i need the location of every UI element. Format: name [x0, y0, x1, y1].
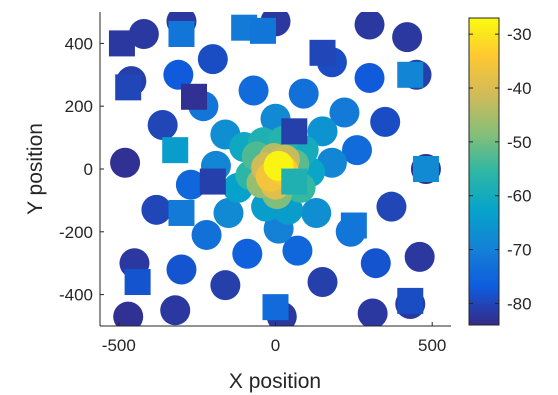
colorbar-gradient [468, 17, 500, 326]
colorbar: -30 -40 -50 -60 -70 -80 [468, 17, 532, 326]
y-tick-label: 400 [65, 34, 93, 53]
scatter-point [128, 18, 159, 49]
scatter-point [329, 97, 360, 128]
scatter-square-point [309, 39, 336, 66]
scatter-point [166, 254, 197, 285]
scatter-point [288, 78, 319, 109]
scatter-square-point [108, 30, 135, 57]
scatter-point [307, 116, 338, 147]
colorbar-tick-label: -60 [507, 187, 532, 206]
scatter-square-point [412, 156, 439, 182]
scatter-point [213, 197, 244, 228]
x-tick-label: 500 [418, 336, 446, 355]
scatter-point [301, 197, 332, 228]
scatter-square-point [249, 17, 276, 44]
scatter-point [232, 238, 263, 269]
y-tick-label: -200 [59, 223, 93, 242]
scatter-point [147, 110, 178, 141]
scatter-square-point [168, 20, 195, 47]
scatter-point [370, 106, 401, 137]
colorbar-tick-label: -70 [507, 241, 532, 260]
scatter-square-point [168, 199, 195, 226]
scatter-point [341, 135, 372, 166]
x-tick-label: 0 [271, 336, 280, 355]
x-axis-title: X position [229, 370, 321, 393]
scatter-point [191, 219, 222, 250]
scatter-point [354, 12, 385, 40]
scatter-point [160, 295, 191, 326]
scatter-point [354, 62, 385, 93]
y-tick-label: -400 [59, 286, 93, 305]
axes: -500 0 500 -400 -200 0 200 400 [59, 12, 451, 355]
scatter-point [282, 235, 313, 266]
scatter-point [163, 59, 194, 90]
scatter-point [404, 241, 435, 272]
scatter-square-point [115, 74, 142, 101]
scatter-square-point [181, 83, 208, 110]
colorbar-tick-label: -50 [507, 133, 532, 152]
scatter-point [238, 75, 269, 106]
scatter-square-point [397, 287, 424, 314]
scatter-point [197, 44, 228, 75]
colorbar-tick-label: -40 [507, 79, 532, 98]
colorbar-tick-label: -30 [507, 25, 532, 44]
scatter-square-point [162, 137, 189, 164]
scatter-square-point [199, 168, 226, 195]
scatter-point [307, 267, 338, 298]
scatter-point [141, 194, 172, 225]
scatter-point [210, 270, 241, 301]
scatter-point [175, 169, 206, 200]
scatter-square-point [281, 168, 308, 195]
scatter-point [376, 191, 407, 222]
scatter-square-point [262, 294, 289, 321]
x-tick-label: -500 [102, 336, 136, 355]
scatter-point [392, 22, 423, 53]
scatter-point [110, 147, 141, 178]
scatter-point [113, 301, 144, 326]
scatter-point [360, 248, 391, 279]
plot-area [108, 12, 441, 326]
scatter-square-point [397, 61, 424, 88]
scatter-square-point [124, 269, 151, 296]
y-axis-title: Y position [24, 123, 47, 215]
scatter-square-point [281, 118, 308, 145]
y-tick-label: 0 [84, 160, 93, 179]
colorbar-tick-label: -80 [507, 294, 532, 313]
scatter-point [357, 298, 388, 326]
y-tick-label: 200 [65, 97, 93, 116]
scatter-square-point [340, 212, 367, 239]
